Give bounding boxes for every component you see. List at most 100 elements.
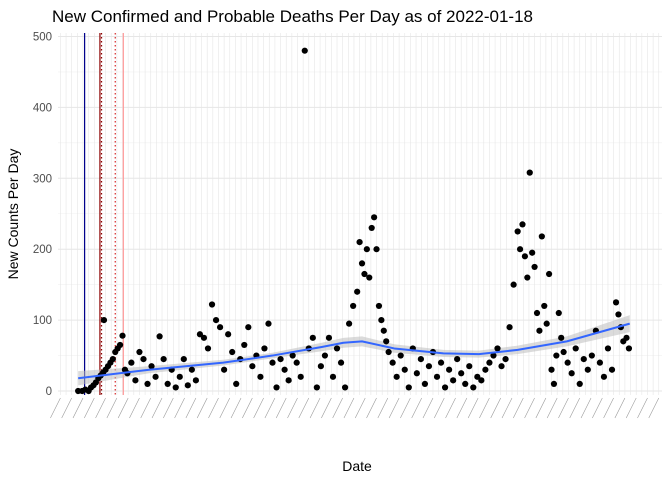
data-point [389, 359, 396, 366]
data-point [321, 352, 329, 359]
x-tick-mark [151, 397, 163, 419]
data-point [176, 373, 183, 380]
data-point [152, 373, 159, 380]
x-tick-mark [513, 397, 524, 419]
data-point [225, 331, 232, 338]
data-point [437, 359, 445, 366]
x-tick-mark [50, 397, 61, 419]
data-point [366, 274, 373, 281]
data-point [397, 352, 404, 359]
data-point [229, 348, 236, 356]
data-point [196, 331, 204, 338]
y-tick-label: 500 [33, 32, 52, 44]
data-point [301, 47, 308, 54]
data-point [333, 345, 341, 352]
data-point [204, 345, 212, 352]
data-point [478, 377, 485, 384]
data-point [541, 302, 548, 310]
data-point [317, 363, 324, 370]
data-point [180, 355, 187, 363]
data-point [560, 348, 567, 356]
data-point [383, 338, 390, 345]
x-tick-mark [400, 397, 411, 419]
data-point [221, 366, 228, 373]
x-tick-mark [580, 397, 592, 419]
data-point [116, 341, 124, 349]
data-point [208, 301, 216, 308]
x-tick-mark [185, 397, 197, 419]
data-point [553, 352, 560, 359]
data-point [380, 327, 387, 334]
data-point [212, 317, 220, 324]
data-point [555, 309, 562, 317]
data-point [329, 373, 337, 380]
x-tick-mark [614, 397, 626, 419]
data-point [572, 345, 579, 352]
data-point [363, 246, 370, 253]
data-point [502, 355, 509, 363]
data-point [156, 333, 163, 340]
x-tick-mark [354, 397, 366, 419]
data-point [128, 359, 135, 366]
data-point [514, 228, 521, 235]
data-point [249, 363, 256, 370]
data-point [356, 239, 363, 246]
x-tick-mark [490, 397, 501, 419]
data-point [216, 324, 224, 331]
x-tick-mark [275, 397, 287, 419]
data-point [506, 324, 513, 331]
data-point [371, 214, 378, 221]
x-tick-mark [106, 397, 118, 419]
x-tick-mark [253, 397, 264, 419]
x-tick-mark [242, 397, 253, 419]
x-tick-mark [603, 397, 614, 419]
data-point [375, 302, 383, 310]
x-tick-mark [625, 397, 637, 419]
x-tick-mark [332, 397, 343, 419]
data-point [564, 359, 571, 366]
data-point [482, 366, 489, 373]
y-axis-title: New Counts Per Day [5, 149, 21, 280]
data-point [615, 311, 622, 318]
data-point [184, 382, 191, 389]
x-tick-mark [321, 397, 332, 419]
x-tick-mark [95, 397, 106, 419]
data-point [531, 263, 538, 271]
data-point [580, 355, 587, 363]
x-tick-mark [535, 397, 547, 419]
x-tick-mark [72, 397, 84, 419]
y-tick-label: 200 [33, 244, 52, 256]
data-point [576, 380, 583, 388]
data-point [405, 384, 412, 391]
data-point [458, 370, 465, 377]
x-tick-mark [501, 397, 513, 419]
data-point [289, 352, 296, 359]
trend-line [78, 322, 631, 380]
x-tick-mark [163, 397, 174, 419]
x-tick-mark [434, 397, 445, 419]
x-tick-mark [343, 397, 355, 419]
data-point [144, 380, 151, 388]
data-point [474, 373, 481, 380]
data-point [550, 380, 558, 388]
data-point [385, 348, 392, 356]
data-point [261, 345, 268, 352]
x-tick-mark [84, 397, 95, 419]
data-point [160, 355, 167, 363]
data-point [584, 366, 591, 373]
x-tick-mark [445, 397, 456, 419]
data-point [519, 221, 526, 228]
x-tick-mark [140, 397, 152, 419]
data-point [373, 246, 380, 253]
data-point [543, 320, 550, 327]
data-point [172, 384, 179, 391]
data-point [608, 366, 616, 373]
data-point [297, 373, 304, 380]
data-point [421, 380, 429, 388]
x-tick-mark [309, 397, 321, 419]
data-point [486, 359, 493, 366]
x-tick-mark [569, 397, 581, 419]
data-point [136, 348, 143, 356]
x-tick-mark [219, 397, 231, 419]
data-point [361, 270, 368, 278]
